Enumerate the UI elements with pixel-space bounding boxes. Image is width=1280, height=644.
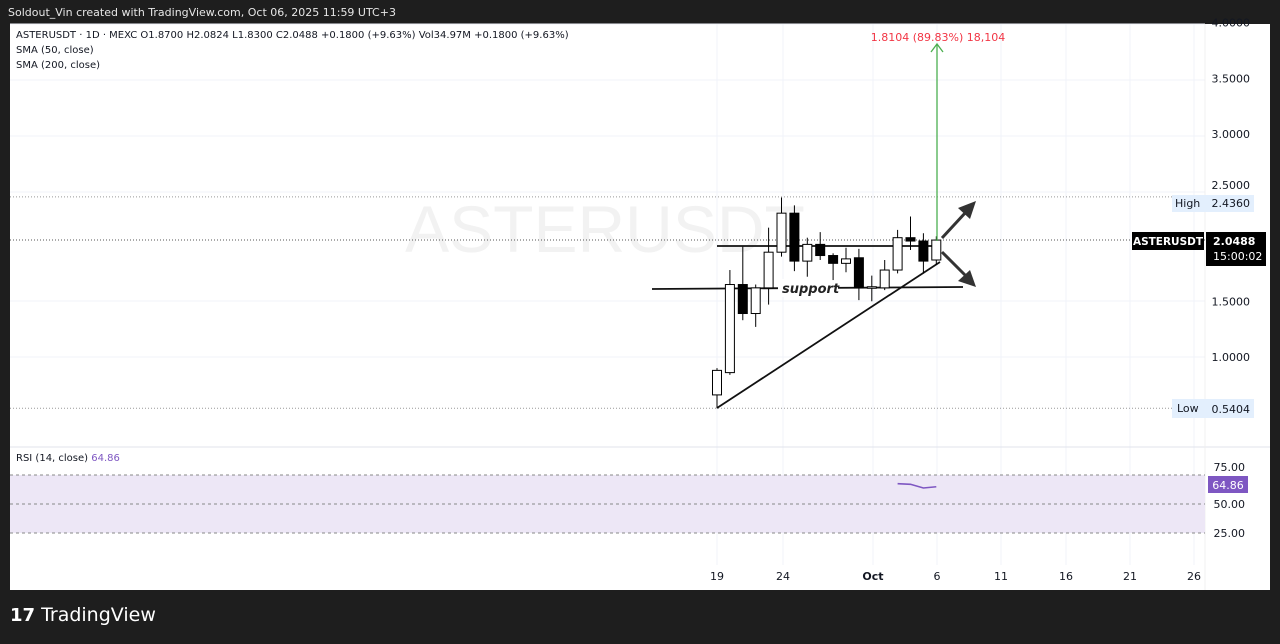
time-tick: 19 [710,570,724,583]
rsi-tick: 75.00 [1214,461,1246,474]
down-arrow-line [940,250,968,278]
low-value: 0.5404 [1212,403,1251,416]
measure-arrowhead-icon [930,42,944,53]
symbol-legend: ASTERUSDT · 1D · MEXC O1.8700 H2.0824 L1… [16,30,569,41]
up-arrow-icon [958,201,976,219]
time-tick: 6 [934,570,941,583]
low-label: Low [1177,402,1199,415]
rsi-legend-value: 64.86 [91,453,120,464]
price-tick: 1.5000 [1212,295,1251,308]
candle-body[interactable] [724,284,735,374]
down-arrow-icon [958,270,976,287]
price-tick: 3.5000 [1212,72,1251,85]
time-tick: 21 [1123,570,1137,583]
candle-body[interactable] [841,258,851,264]
symbol-tag-bg [1132,232,1204,250]
candle-body[interactable] [879,269,890,289]
rsi-legend[interactable]: RSI (14, close) 64.86 [16,453,120,464]
measure-label: 1.8104 (89.83%) 18,104 [871,31,1006,44]
sma200-legend[interactable]: SMA (200, close) [16,60,100,71]
tradingview-logo-icon: 𝟭𝟳 [10,604,36,626]
chart-credit: Soldout_Vin created with TradingView.com… [8,6,396,19]
watermark: ASTERUSDT [405,192,805,266]
time-tick: 16 [1059,570,1073,583]
rsi-line [897,482,937,489]
candle-body[interactable] [776,212,787,253]
time-tick: 11 [994,570,1008,583]
support-label-bg [778,279,838,297]
price-tick: 1.0000 [1212,351,1251,364]
candle-body[interactable] [853,257,864,289]
countdown: 15:00:02 [1213,250,1262,263]
candle-body[interactable] [802,243,813,262]
symbol-tag: ASTERUSDT [1133,236,1204,248]
high-tag-bg [1172,195,1254,212]
tradingview-logo: 𝟭𝟳 TradingView [10,604,156,626]
up-arrow-line [940,210,968,240]
rsi-value-tag: 64.86 [1212,479,1244,492]
candle-body[interactable] [750,287,761,315]
time-tick: Oct [862,570,883,583]
last-price: 2.0488 [1213,235,1255,248]
rsi-tick: 50.00 [1214,498,1246,511]
last-price-bg [1206,232,1266,266]
brand-name: TradingView [41,604,156,626]
candle-body[interactable] [918,240,929,262]
sma50-legend[interactable]: SMA (50, close) [16,45,94,56]
rsi-tick: 25.00 [1214,527,1246,540]
time-tick: 26 [1187,570,1201,583]
candle-body[interactable] [789,212,800,262]
candle-body[interactable] [905,237,916,242]
price-tick: 3.0000 [1212,128,1251,141]
price-tick: 4.0000 [1212,17,1251,30]
candle-body[interactable] [931,239,942,261]
candle-body[interactable] [737,284,748,315]
candle-body[interactable] [763,251,774,289]
candle-body[interactable] [712,369,722,396]
rsi-value-tag-bg [1208,476,1248,493]
candle-body[interactable] [815,243,826,257]
time-tick: 24 [776,570,790,583]
high-value: 2.4360 [1212,197,1251,210]
ascending-trendline [716,261,941,409]
high-label: High [1175,197,1200,210]
candle-body[interactable] [828,255,839,264]
candle-body[interactable] [892,237,903,271]
rsi-label: RSI (14, close) [16,453,89,464]
low-tag-bg [1172,399,1254,418]
price-tick: 2.5000 [1212,179,1251,192]
candle-body[interactable] [866,286,877,289]
support-label: support [782,282,840,297]
